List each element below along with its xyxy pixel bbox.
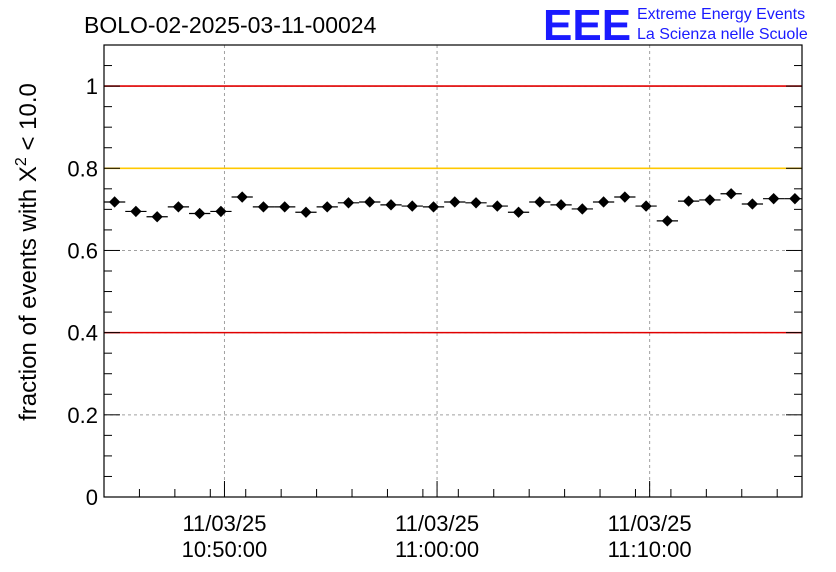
x-tick-label-time: 11:00:00	[395, 537, 479, 562]
x-tick-label-date: 11/03/25	[395, 511, 479, 536]
data-point	[236, 191, 248, 203]
data-point	[321, 201, 333, 213]
logo-line-2: La Scienza nelle Scuole	[637, 26, 808, 43]
data-point	[725, 188, 737, 200]
data-point	[364, 196, 376, 208]
data-point	[555, 199, 567, 211]
x-tick-label-date: 11/03/25	[608, 511, 692, 536]
y-axis-label-suffix: < 10.0	[15, 83, 42, 157]
data-point	[385, 199, 397, 211]
data-point	[406, 200, 418, 212]
data-point	[640, 200, 652, 212]
data-point	[746, 198, 759, 210]
data-point	[130, 205, 142, 218]
logo-line-1: Extreme Energy Events	[637, 6, 805, 23]
data-point	[619, 191, 631, 203]
data-point	[257, 201, 270, 213]
y-axis-label-prefix: fraction of events with	[15, 182, 42, 421]
x-tick-label-time: 10:50:00	[182, 537, 268, 562]
y-tick-label: 0.2	[67, 403, 98, 428]
data-point	[576, 203, 588, 215]
data-point	[491, 200, 503, 212]
data-point	[172, 201, 185, 213]
data-point	[704, 194, 716, 206]
data-point	[534, 196, 546, 208]
data-point	[512, 206, 525, 218]
data-point	[682, 195, 695, 207]
y-tick-label: 0.6	[67, 238, 98, 263]
y-tick-label: 0.4	[67, 321, 98, 346]
y-axis-label: fraction of events with X2 < 10.0	[13, 83, 42, 421]
data-point	[597, 196, 610, 208]
data-point	[151, 211, 163, 223]
data-points	[104, 188, 802, 227]
data-point	[789, 193, 801, 205]
plot-frame	[103, 44, 803, 498]
y-tick-label: 0	[86, 485, 98, 510]
x-tick-label-time: 11:10:00	[608, 537, 692, 562]
y-tick-label: 0.8	[67, 156, 98, 181]
data-point	[427, 201, 440, 213]
data-point	[449, 196, 461, 208]
x-tick-label-date: 11/03/25	[182, 511, 266, 536]
data-point	[767, 193, 780, 205]
y-axis-label-superscript: 2	[13, 157, 30, 166]
eee-logo-mark: EEE	[543, 1, 631, 50]
data-point	[342, 197, 355, 209]
reference-lines	[104, 85, 802, 334]
data-point	[470, 197, 482, 209]
data-point	[279, 201, 291, 213]
y-tick-label: 1	[86, 74, 98, 99]
data-point	[661, 215, 674, 227]
axes: 00.20.40.60.8111/03/2510:50:0011/03/2511…	[67, 44, 803, 562]
y-axis-label-symbol: X	[15, 166, 42, 182]
data-point	[300, 206, 312, 218]
data-point	[215, 205, 227, 218]
chart-title: BOLO-02-2025-03-11-00024	[84, 12, 377, 38]
data-point	[194, 207, 206, 220]
eee-logo: EEE Extreme Energy Events La Scienza nel…	[543, 1, 808, 50]
